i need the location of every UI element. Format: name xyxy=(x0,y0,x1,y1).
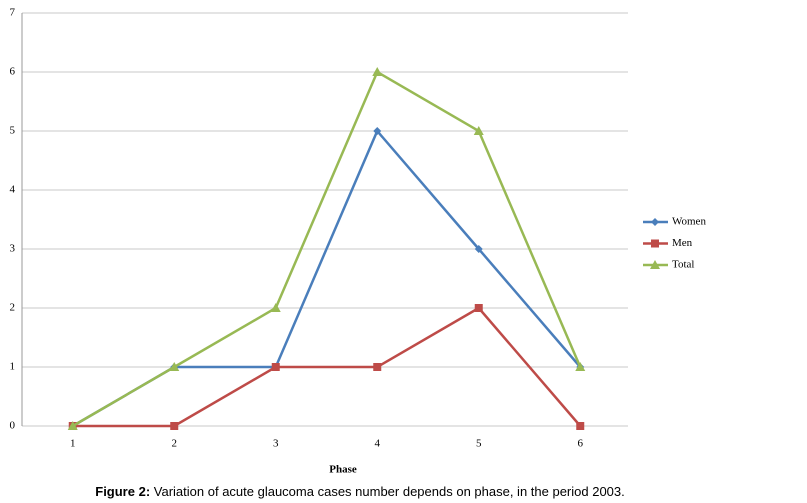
marker xyxy=(575,362,586,371)
x-tick-label: 4 xyxy=(375,438,381,450)
marker xyxy=(271,363,280,371)
x-tick-label: 5 xyxy=(476,438,482,450)
marker xyxy=(651,239,659,248)
marker xyxy=(170,422,179,430)
caption-text: Variation of acute glaucoma cases number… xyxy=(154,484,625,499)
series-line xyxy=(72,306,582,428)
marker xyxy=(373,127,382,135)
x-tick-label: 2 xyxy=(172,438,178,450)
caption: Figure 2: Variation of acute glaucoma ca… xyxy=(95,484,625,499)
marker xyxy=(169,362,180,371)
x-axis-label: Phase xyxy=(329,464,357,476)
marker xyxy=(650,260,660,269)
marker xyxy=(651,218,659,226)
marker xyxy=(67,421,78,430)
marker xyxy=(270,303,281,312)
marker xyxy=(474,304,483,312)
marker xyxy=(372,67,383,76)
x-tick-label: 3 xyxy=(273,438,279,450)
legend-label: Men xyxy=(672,237,693,249)
marker xyxy=(473,126,484,135)
x-tick-label: 1 xyxy=(70,438,76,450)
y-tick-label: 0 xyxy=(10,420,16,432)
y-tick-label: 1 xyxy=(10,361,16,373)
x-tick-label: 6 xyxy=(578,438,584,450)
caption-label: Figure 2: xyxy=(95,484,150,499)
y-tick-label: 2 xyxy=(10,302,16,314)
marker xyxy=(373,363,382,371)
marker xyxy=(576,422,585,430)
legend-label: Total xyxy=(672,259,694,271)
y-tick-label: 6 xyxy=(10,66,16,78)
marker xyxy=(474,245,483,253)
y-tick-label: 4 xyxy=(10,184,16,196)
legend-label: Women xyxy=(672,216,706,228)
y-tick-label: 5 xyxy=(10,125,16,137)
series-line xyxy=(72,70,582,428)
y-tick-label: 7 xyxy=(10,7,16,19)
y-tick-label: 3 xyxy=(10,243,16,255)
